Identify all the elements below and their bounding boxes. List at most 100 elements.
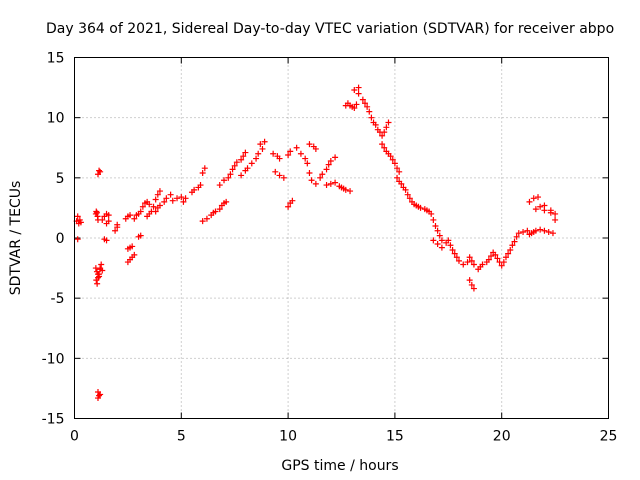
data-point — [492, 251, 499, 258]
data-point — [438, 244, 445, 251]
data-point — [526, 198, 533, 205]
data-point — [253, 155, 260, 162]
data-point — [131, 251, 138, 258]
data-point — [436, 232, 443, 239]
data-point — [312, 180, 319, 187]
x-tick-label: 15 — [386, 429, 404, 445]
data-point — [74, 213, 81, 220]
data-point — [460, 261, 467, 268]
data-point — [248, 160, 255, 167]
data-point — [515, 230, 522, 237]
data-point — [94, 274, 101, 281]
data-point — [494, 255, 501, 262]
chart-title: Day 364 of 2021, Sidereal Day-to-day VTE… — [46, 21, 614, 37]
data-point — [97, 391, 104, 398]
data-point — [464, 259, 471, 266]
data-point — [532, 227, 539, 234]
data-point — [541, 202, 548, 209]
data-point — [306, 170, 313, 177]
data-point — [359, 96, 366, 103]
data-point — [364, 103, 371, 110]
data-point — [127, 212, 134, 219]
data-point — [293, 144, 300, 151]
data-point — [276, 172, 283, 179]
data-point — [466, 254, 473, 261]
x-axis-label: GPS time / hours — [281, 458, 398, 474]
data-point — [545, 228, 552, 235]
data-point — [93, 209, 100, 216]
data-point — [479, 261, 486, 268]
data-point — [438, 237, 445, 244]
data-point — [216, 206, 223, 213]
data-point — [199, 218, 206, 225]
data-point — [445, 237, 452, 244]
data-point — [259, 145, 266, 152]
data-point — [366, 108, 373, 115]
data-point — [240, 153, 247, 160]
data-point — [201, 165, 208, 172]
data-point — [432, 222, 439, 229]
data-point — [229, 166, 236, 173]
data-point — [470, 261, 477, 268]
data-point — [150, 203, 157, 210]
data-point — [398, 180, 405, 187]
data-point — [511, 238, 518, 245]
data-point — [488, 253, 495, 260]
data-point — [327, 180, 334, 187]
data-point — [285, 151, 292, 158]
data-point — [105, 212, 112, 219]
data-point — [502, 254, 509, 261]
data-point — [468, 281, 475, 288]
data-point — [434, 227, 441, 234]
data-point — [361, 100, 368, 107]
data-point — [404, 191, 411, 198]
data-point — [417, 204, 424, 211]
data-point — [308, 177, 315, 184]
data-point — [152, 208, 159, 215]
data-point — [387, 153, 394, 160]
data-point — [406, 195, 413, 202]
data-point — [396, 168, 403, 175]
data-point — [372, 121, 379, 128]
data-point — [129, 243, 136, 250]
data-point — [304, 160, 311, 167]
data-point — [430, 216, 437, 223]
y-tick-label: -10 — [42, 351, 65, 367]
data-point — [325, 161, 332, 168]
y-tick-labels: -15 -10 -5 0 5 10 15 — [42, 51, 65, 428]
data-point — [351, 86, 358, 93]
data-point — [505, 250, 512, 257]
x-tick-label: 10 — [279, 429, 297, 445]
data-point — [317, 174, 324, 181]
data-point — [549, 230, 556, 237]
data-point — [323, 166, 330, 173]
data-point — [74, 236, 81, 243]
data-point — [169, 197, 176, 204]
data-point — [238, 156, 245, 163]
data-point — [227, 171, 234, 178]
data-point — [530, 195, 537, 202]
data-point — [139, 203, 146, 210]
data-point — [383, 124, 390, 131]
data-point — [146, 201, 153, 208]
data-point — [449, 247, 456, 254]
x-tick-labels: 0 5 10 15 20 25 — [70, 429, 617, 445]
data-point — [167, 191, 174, 198]
data-point — [287, 148, 294, 155]
data-point — [197, 182, 204, 189]
data-point — [381, 144, 388, 151]
data-point — [327, 157, 334, 164]
data-point — [451, 250, 458, 257]
data-point — [244, 165, 251, 172]
x-tick-label: 5 — [177, 429, 186, 445]
data-point — [280, 174, 287, 181]
data-point — [98, 261, 105, 268]
data-point — [233, 159, 240, 166]
data-point — [285, 203, 292, 210]
data-point — [532, 206, 539, 213]
data-point — [353, 101, 360, 108]
data-point — [270, 150, 277, 157]
y-axis-label: SDTVAR / TECUs — [8, 181, 24, 296]
data-point — [428, 210, 435, 217]
